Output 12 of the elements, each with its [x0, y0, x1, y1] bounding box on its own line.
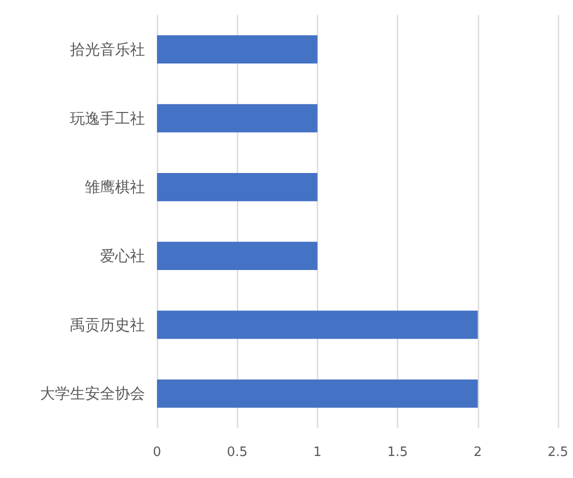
y-tick-label: 雏鹰棋社 — [85, 178, 145, 196]
y-tick-label: 拾光音乐社 — [70, 40, 145, 58]
y-tick-label: 大学生安全协会 — [40, 384, 145, 403]
x-tick-label: 0 — [152, 445, 162, 460]
y-tick-label: 爱心社 — [100, 246, 145, 265]
y-tick-label: 禹贡历史社 — [70, 316, 145, 334]
x-tick-label: 0.5 — [226, 445, 248, 460]
x-tick-label: 2.5 — [548, 445, 568, 460]
x-tick-label: 2 — [474, 445, 482, 460]
y-tick-label: 玩逸手工社 — [70, 109, 145, 128]
x-tick-label: 1.5 — [387, 445, 408, 460]
x-tick-label: 1 — [313, 445, 322, 460]
